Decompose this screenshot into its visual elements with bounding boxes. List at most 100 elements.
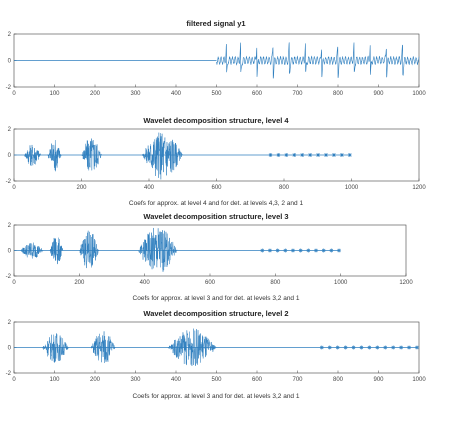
coefficient-marker <box>300 153 305 157</box>
coefficient-marker <box>339 153 344 157</box>
x-tick-label: 200 <box>90 377 101 383</box>
x-tick-label: 500 <box>211 377 222 383</box>
coefficient-marker <box>414 345 419 350</box>
coefficient-marker <box>268 153 273 157</box>
coefficient-burst-2 <box>167 328 217 366</box>
x-axis-label: Coefs for approx. at level 3 and for det… <box>133 295 300 302</box>
coefficient-marker <box>343 345 348 350</box>
coefficient-marker <box>275 248 280 253</box>
y-tick-label: 0 <box>8 153 12 159</box>
panel-level-2: Wavelet decomposition structure, level 2… <box>6 309 427 400</box>
y-tick-label: 2 <box>8 32 12 38</box>
coefficient-burst-1 <box>47 140 62 172</box>
x-tick-label: 300 <box>130 91 141 97</box>
coefficient-marker <box>290 248 295 253</box>
x-tick-label: 400 <box>171 377 182 383</box>
coefficient-marker <box>308 153 313 157</box>
series-line-oscillation <box>216 42 420 79</box>
y-tick-label: 0 <box>8 346 12 352</box>
coefficient-marker <box>260 248 265 253</box>
x-tick-label: 900 <box>373 377 384 383</box>
x-tick-label: 400 <box>144 185 155 191</box>
coefficient-marker <box>276 153 281 157</box>
x-tick-label: 700 <box>292 91 303 97</box>
coefficient-marker <box>351 345 356 350</box>
y-tick-label: -2 <box>6 85 12 91</box>
coefficient-marker <box>284 153 289 157</box>
x-tick-label: 200 <box>74 280 85 286</box>
coefficient-burst-0 <box>20 242 44 259</box>
x-tick-label: 200 <box>90 91 101 97</box>
coefficient-burst-3 <box>142 132 183 180</box>
x-tick-label: 800 <box>333 91 344 97</box>
panel-title: filtered signal y1 <box>186 19 245 28</box>
y-tick-label: -2 <box>6 371 12 377</box>
x-tick-label: 1200 <box>412 185 426 191</box>
coefficient-marker <box>337 248 342 253</box>
x-tick-label: 200 <box>76 185 87 191</box>
coefficient-burst-3 <box>138 227 178 272</box>
x-tick-label: 600 <box>211 185 222 191</box>
panel-title: Wavelet decomposition structure, level 2 <box>143 309 288 318</box>
x-tick-label: 1000 <box>412 91 426 97</box>
coefficient-burst-0 <box>23 144 42 167</box>
x-tick-label: 500 <box>211 91 222 97</box>
coefficient-marker <box>375 345 380 350</box>
x-tick-label: 0 <box>12 377 16 383</box>
coefficient-marker <box>331 153 336 157</box>
coefficient-marker <box>335 345 340 350</box>
x-axis-label: Coefs for approx. at level 3 and for det… <box>133 393 300 400</box>
y-tick-label: 2 <box>8 127 12 133</box>
x-tick-label: 1200 <box>399 280 413 286</box>
x-tick-label: 0 <box>12 280 16 286</box>
coefficient-marker <box>329 248 334 253</box>
y-tick-label: 0 <box>8 59 12 65</box>
x-tick-label: 0 <box>12 91 16 97</box>
coefficient-marker <box>306 248 311 253</box>
x-tick-label: 800 <box>279 185 290 191</box>
coefficient-burst-2 <box>81 138 102 171</box>
coefficient-marker <box>367 345 372 350</box>
coefficient-marker <box>283 248 288 253</box>
panel-level-4: Wavelet decomposition structure, level 4… <box>6 116 427 207</box>
x-tick-label: 1000 <box>345 185 359 191</box>
coefficient-marker <box>391 345 396 350</box>
y-tick-label: 2 <box>8 320 12 326</box>
x-tick-label: 1000 <box>334 280 348 286</box>
coefficient-marker <box>319 345 324 350</box>
coefficient-marker <box>347 153 352 157</box>
coefficient-marker <box>292 153 297 157</box>
x-tick-label: 900 <box>373 91 384 97</box>
x-tick-label: 300 <box>130 377 141 383</box>
y-tick-label: 0 <box>8 249 12 255</box>
x-tick-label: 400 <box>140 280 151 286</box>
coefficient-marker <box>324 153 329 157</box>
x-tick-label: 600 <box>205 280 216 286</box>
coefficient-marker <box>327 345 332 350</box>
coefficient-burst-1 <box>49 237 64 265</box>
x-tick-label: 400 <box>171 91 182 97</box>
x-tick-label: 100 <box>49 91 60 97</box>
x-tick-label: 100 <box>49 377 60 383</box>
coefficient-marker <box>407 345 412 350</box>
x-tick-label: 800 <box>270 280 281 286</box>
coefficient-burst-1 <box>90 331 116 364</box>
x-axis-label: Coefs for approx. at level 4 and for det… <box>129 200 304 207</box>
x-tick-label: 700 <box>292 377 303 383</box>
coefficient-marker <box>383 345 388 350</box>
coefficient-marker <box>267 248 272 253</box>
panel-title: Wavelet decomposition structure, level 4 <box>143 116 289 125</box>
coefficient-marker <box>399 345 404 350</box>
coefficient-marker <box>359 345 364 350</box>
x-tick-label: 600 <box>252 91 263 97</box>
panel-level-3: Wavelet decomposition structure, level 3… <box>6 212 414 302</box>
y-tick-label: -2 <box>6 274 12 280</box>
x-tick-label: 600 <box>252 377 263 383</box>
panel-title: Wavelet decomposition structure, level 3 <box>143 212 288 221</box>
panel-filtered-signal: filtered signal y1 0 100 200 300 400 500 600 70… <box>6 19 427 97</box>
coefficient-marker <box>298 248 303 253</box>
coefficient-marker <box>321 248 326 253</box>
x-tick-label: 800 <box>333 377 344 383</box>
x-tick-label: 0 <box>12 185 16 191</box>
